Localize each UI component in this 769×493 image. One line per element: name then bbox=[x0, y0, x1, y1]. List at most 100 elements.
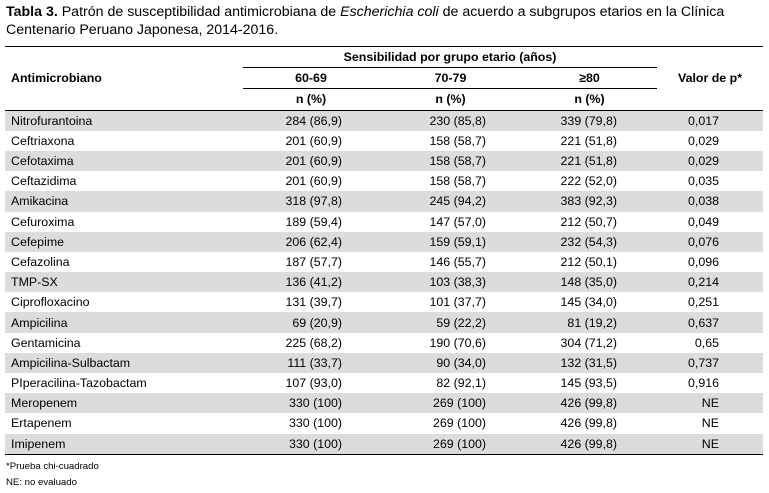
group-70-79-cell: 90 (34,0) bbox=[379, 352, 522, 373]
group-80plus-cell: 145 (93,5) bbox=[560, 376, 618, 391]
antimicrobial-name-cell: Ceftazidima bbox=[11, 174, 77, 189]
group-70-79-cell: 146 (55,7) bbox=[429, 254, 486, 269]
p-value-cell: NE bbox=[657, 393, 764, 414]
p-value-cell: 0,038 bbox=[657, 191, 764, 212]
p-value-cell: 0,65 bbox=[694, 335, 720, 350]
group-70-79-cell: 103 (38,3) bbox=[379, 272, 522, 293]
group-60-69-cell: 206 (62,4) bbox=[243, 231, 379, 252]
table-row: Ampicilina 69 (20,9) 59 (22,2) 81 (19,2) 0,6… bbox=[5, 312, 764, 333]
table-row: Meropenem 330 (100) 269 (100) 426 (99,8) NE bbox=[5, 393, 764, 414]
caption-text-before: Patrón de susceptibilidad antimicrobiana… bbox=[57, 4, 341, 20]
group-60-69-cell: 225 (68,2) bbox=[285, 335, 342, 350]
group-60-69-cell: 330 (100) bbox=[243, 433, 379, 455]
table-row: Nitrofurantoina 284 (86,9) 230 (85,8) 339 (… bbox=[5, 110, 764, 131]
table-row: Cefazolina 187 (57,7) 146 (55,7) 212 (50,1)… bbox=[5, 252, 763, 272]
group-60-69-cell: 189 (59,4) bbox=[285, 214, 342, 229]
group-60-69-cell: 107 (93,0) bbox=[285, 376, 342, 391]
footnote-ne: NE: no evaluado bbox=[6, 477, 77, 488]
group-70-79-cell: 82 (92,1) bbox=[436, 376, 486, 391]
table-row: PIperacilina-Tazobactam 107 (93,0) 82 (92,… bbox=[5, 373, 763, 393]
group-60-69-cell: 187 (57,7) bbox=[285, 254, 342, 269]
group-80plus-cell: 212 (50,1) bbox=[560, 254, 618, 269]
p-value-cell: 0,035 bbox=[688, 174, 720, 189]
antimicrobial-name-cell: Amikacina bbox=[5, 191, 243, 212]
group-60-69-cell: 330 (100) bbox=[288, 416, 342, 431]
p-value-cell: NE bbox=[701, 416, 720, 431]
group-80plus-cell: 383 (92,3) bbox=[522, 191, 658, 212]
group-80plus-cell: 304 (71,2) bbox=[560, 335, 618, 350]
group-60-69-cell: 284 (86,9) bbox=[243, 110, 379, 131]
group-80plus-cell: 426 (99,8) bbox=[522, 433, 658, 455]
group-80plus-cell: 426 (99,8) bbox=[522, 393, 658, 414]
p-value-cell: 0,637 bbox=[657, 312, 764, 333]
antimicrobial-name-cell: TMP-SX bbox=[5, 272, 243, 293]
group-60-69-cell: 131 (39,7) bbox=[285, 295, 342, 310]
table-row: TMP-SX 136 (41,2) 103 (38,3) 148 (35,0) 0,21… bbox=[5, 272, 764, 293]
table-row: Ciprofloxacino 131 (39,7) 101 (37,7) 145 (3… bbox=[5, 292, 763, 312]
table-row: Cefotaxima 201 (60,9) 158 (58,7) 221 (51,8)… bbox=[5, 150, 764, 172]
table-row: Ceftazidima 201 (60,9) 158 (58,7) 222 (52,0… bbox=[5, 171, 763, 191]
group-80plus-cell: 232 (54,3) bbox=[522, 231, 658, 252]
header-antimicrobial: Antimicrobiano bbox=[5, 46, 243, 111]
group-70-79-cell: 159 (59,1) bbox=[379, 231, 522, 252]
header-n-pct: n (%) bbox=[243, 88, 379, 111]
p-value-cell: 0,017 bbox=[657, 110, 764, 131]
antimicrobial-name-cell: Cefuroxima bbox=[11, 214, 75, 229]
p-value-cell: 0,916 bbox=[688, 376, 720, 391]
caption-label: Tabla 3. bbox=[6, 4, 58, 20]
header-n-pct: n (%) bbox=[379, 88, 522, 111]
header-group-title: Sensibilidad por grupo etario (años) bbox=[243, 45, 658, 69]
header-n-pct: n (%) bbox=[522, 88, 658, 111]
p-value-cell: 0,029 bbox=[688, 133, 720, 148]
group-70-79-cell: 245 (94,2) bbox=[379, 191, 522, 212]
p-value-cell: NE bbox=[657, 433, 764, 455]
antimicrobial-name-cell: Gentamicina bbox=[11, 335, 81, 350]
antimicrobial-name-cell: PIperacilina-Tazobactam bbox=[11, 376, 147, 391]
group-70-79-cell: 269 (100) bbox=[379, 433, 522, 455]
p-value-cell: 0,076 bbox=[657, 231, 764, 252]
antimicrobial-name-cell: Imipenem bbox=[5, 433, 243, 455]
group-60-69-cell: 69 (20,9) bbox=[243, 312, 379, 333]
antimicrobial-name-cell: Ciprofloxacino bbox=[11, 295, 90, 310]
group-60-69-cell: 201 (60,9) bbox=[285, 174, 342, 189]
group-60-69-cell: 136 (41,2) bbox=[243, 272, 379, 293]
header-age-70-79: 70-79 bbox=[379, 67, 522, 90]
header-age-80plus: ≥80 bbox=[522, 67, 658, 90]
antimicrobial-name-cell: Meropenem bbox=[5, 393, 243, 414]
antimicrobial-name-cell: Cefotaxima bbox=[5, 150, 243, 172]
table-row: Imipenem 330 (100) 269 (100) 426 (99,8) NE bbox=[5, 433, 764, 455]
table-row: Ceftriaxona 201 (60,9) 158 (58,7) 221 (51,8… bbox=[5, 131, 763, 151]
p-value-cell: 0,096 bbox=[688, 254, 720, 269]
p-value-cell: 0,029 bbox=[657, 150, 764, 172]
antimicrobial-name-cell: Ampicilina-Sulbactam bbox=[5, 352, 243, 373]
p-value-cell: 0,251 bbox=[688, 295, 720, 310]
antimicrobial-name-cell: Cefazolina bbox=[11, 254, 70, 269]
group-80plus-cell: 221 (51,8) bbox=[522, 150, 658, 172]
group-70-79-cell: 158 (58,7) bbox=[429, 133, 486, 148]
table-row: Gentamicina 225 (68,2) 190 (70,6) 304 (71,2… bbox=[5, 333, 763, 353]
group-60-69-cell: 330 (100) bbox=[243, 393, 379, 414]
p-value-cell: 0,049 bbox=[688, 214, 720, 229]
header-age-60-69: 60-69 bbox=[243, 67, 379, 90]
p-value-cell: 0,737 bbox=[657, 352, 764, 373]
caption-organism: Escherichia coli bbox=[340, 4, 439, 20]
group-80plus-cell: 145 (34,0) bbox=[560, 295, 618, 310]
antimicrobial-name-cell: Cefepime bbox=[5, 231, 243, 252]
table-caption: Tabla 3. Patrón de susceptibilidad antim… bbox=[6, 3, 764, 39]
group-70-79-cell: 158 (58,7) bbox=[429, 174, 486, 189]
footnote-chi-square: *Prueba chi-cuadrado bbox=[6, 461, 99, 472]
group-60-69-cell: 201 (60,9) bbox=[243, 150, 379, 172]
antimicrobial-name-cell: Ertapenem bbox=[11, 416, 72, 431]
group-80plus-cell: 81 (19,2) bbox=[522, 312, 658, 333]
group-70-79-cell: 190 (70,6) bbox=[429, 335, 486, 350]
group-80plus-cell: 148 (35,0) bbox=[522, 272, 658, 293]
table-row: Ertapenem 330 (100) 269 (100) 426 (99,8) NE bbox=[5, 413, 763, 433]
table-row: Amikacina 318 (97,8) 245 (94,2) 383 (92,3) 0… bbox=[5, 191, 764, 212]
group-70-79-cell: 230 (85,8) bbox=[379, 110, 522, 131]
header-p-value: Valor de p* bbox=[657, 46, 764, 111]
susceptibility-table: Antimicrobiano Sensibilidad por grupo et… bbox=[5, 45, 764, 455]
group-60-69-cell: 318 (97,8) bbox=[243, 191, 379, 212]
table-row: Cefepime 206 (62,4) 159 (59,1) 232 (54,3) 0,… bbox=[5, 231, 764, 252]
table-row: Cefuroxima 189 (59,4) 147 (57,0) 212 (50,7)… bbox=[5, 212, 763, 232]
antimicrobial-name-cell: Nitrofurantoina bbox=[5, 110, 243, 131]
